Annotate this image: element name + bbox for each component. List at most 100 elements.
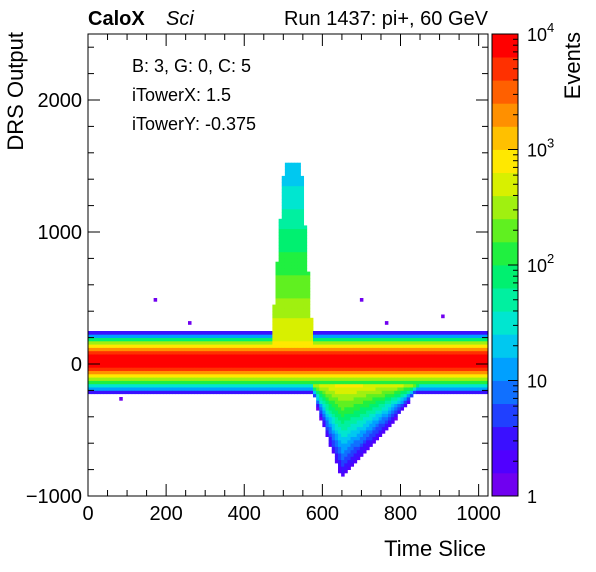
heatmap-cell (469, 387, 473, 391)
heatmap-cell (375, 334, 380, 338)
heatmap-cell (338, 364, 342, 368)
heatmap-cell (194, 383, 198, 388)
heatmap-cell (125, 360, 130, 365)
heatmap-cell (372, 367, 376, 371)
heatmap-cell (359, 426, 364, 431)
heatmap-cell (309, 390, 314, 395)
heatmap-cell (138, 387, 142, 391)
heatmap-cell (228, 340, 233, 345)
heatmap-cell (341, 364, 345, 368)
heatmap-cell (141, 370, 145, 375)
heatmap-cell (216, 334, 220, 338)
heatmap-cell (331, 433, 336, 437)
heatmap-cell (294, 278, 298, 282)
heatmap-cell (109, 331, 114, 335)
heatmap-cell (366, 426, 370, 431)
heatmap-cell (347, 337, 351, 342)
heatmap-cell (344, 413, 348, 418)
heatmap-cell (391, 390, 395, 395)
heatmap-cell (394, 360, 398, 365)
heatmap-cell (331, 439, 336, 444)
heatmap-cell (181, 370, 186, 375)
heatmap-cell (300, 380, 305, 385)
heatmap-cell (469, 377, 473, 381)
heatmap-cell (153, 383, 158, 388)
heatmap-cell (331, 387, 336, 391)
heatmap-cell (278, 258, 283, 263)
heatmap-cell (116, 357, 120, 362)
heatmap-cell (288, 317, 292, 322)
heatmap-cell (159, 350, 164, 355)
heatmap-cell (194, 360, 198, 365)
heatmap-cell (288, 241, 292, 246)
heatmap-cell (338, 423, 342, 428)
heatmap-cell (241, 360, 245, 365)
heatmap-cell (278, 301, 283, 305)
heatmap-cell (188, 340, 192, 345)
heatmap-cell (284, 284, 289, 289)
heatmap-cell (281, 205, 286, 210)
heatmap-cell (425, 390, 430, 395)
heatmap-cell (91, 350, 95, 355)
heatmap-cell (431, 331, 436, 335)
heatmap-cell (300, 383, 305, 388)
heatmap-cell (300, 208, 305, 213)
heatmap-cell (363, 443, 367, 447)
heatmap-cell (297, 248, 301, 253)
heatmap-cell (313, 337, 317, 342)
heatmap-cell (353, 331, 358, 335)
heatmap-cell (278, 350, 283, 355)
heatmap-cell (128, 390, 133, 395)
heatmap-cell (281, 377, 286, 381)
heatmap-cell (200, 350, 205, 355)
heatmap-cell (281, 248, 286, 253)
heatmap-cell (350, 347, 355, 352)
heatmap-cell (291, 334, 295, 338)
heatmap-cell (231, 370, 236, 375)
heatmap-cell (206, 340, 211, 345)
z-tick-label: 102 (527, 251, 554, 276)
heatmap-cell (175, 350, 180, 355)
heatmap-cell (213, 387, 217, 391)
heatmap-cell (359, 453, 364, 457)
heatmap-cell (381, 357, 386, 362)
heatmap-cell (216, 360, 220, 365)
heatmap-cell (341, 459, 345, 464)
heatmap-cell (297, 314, 301, 319)
heatmap-cell (294, 179, 298, 183)
heatmap-cell (181, 331, 186, 335)
heatmap-cell (222, 373, 226, 378)
heatmap-cell (322, 393, 326, 398)
heatmap-cell (91, 370, 95, 375)
heatmap-cell (381, 413, 386, 418)
heatmap-cell (309, 367, 314, 371)
heatmap-cell (134, 380, 139, 385)
heatmap-cell (372, 340, 376, 345)
heatmap-cell (281, 255, 286, 259)
heatmap-cell (466, 377, 470, 381)
heatmap-cell (294, 304, 298, 309)
heatmap-cell (241, 331, 245, 335)
heatmap-cell (347, 340, 351, 345)
heatmap-cell (350, 456, 355, 461)
heatmap-cell (297, 294, 301, 299)
heatmap-cell (291, 238, 295, 243)
heatmap-cell (422, 380, 426, 385)
heatmap-cell (131, 370, 136, 375)
heatmap-cell (350, 340, 355, 345)
heatmap-cell (384, 413, 389, 418)
x-tick-label: 600 (306, 503, 339, 525)
heatmap-cell (147, 380, 151, 385)
heatmap-cell (331, 430, 336, 434)
heatmap-cell (341, 456, 345, 461)
heatmap-cell (219, 354, 223, 358)
heatmap-cell (319, 400, 323, 404)
heatmap-cell (291, 331, 295, 335)
heatmap-cell (350, 364, 355, 368)
heatmap-cell (306, 301, 311, 305)
heatmap-cell (375, 340, 380, 345)
heatmap-cell (253, 337, 258, 342)
heatmap-cell (344, 406, 348, 411)
heatmap-cell (469, 344, 473, 348)
heatmap-cell (153, 380, 158, 385)
